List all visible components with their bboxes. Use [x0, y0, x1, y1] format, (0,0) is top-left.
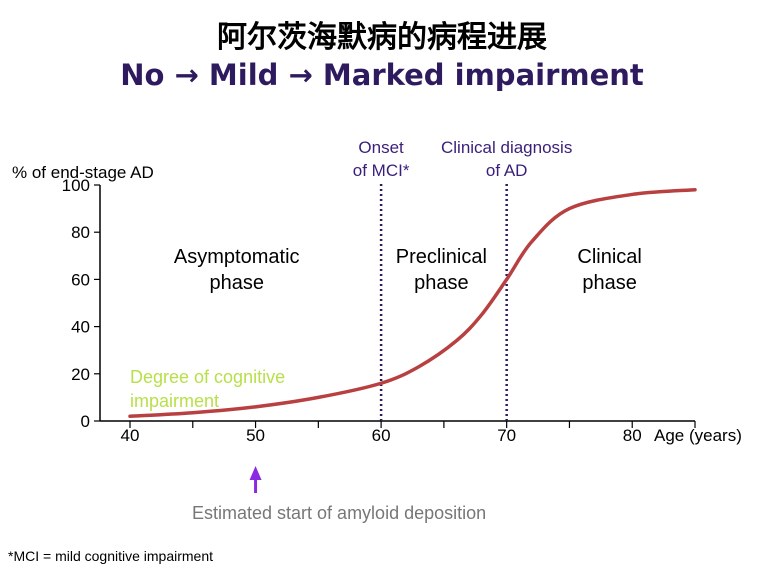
- x-tick-label: 40: [121, 426, 140, 445]
- amyloid-annotation: Estimated start of amyloid deposition: [192, 503, 486, 523]
- phase-label: Asymptomatic: [174, 246, 300, 268]
- chart-title: 阿尔茨海默病的病程进展: [217, 20, 547, 55]
- milestone-label: Clinical diagnosis: [441, 138, 572, 157]
- y-tick-label: 0: [81, 412, 90, 431]
- x-tick-label: 50: [246, 426, 265, 445]
- phase-label: phase: [582, 272, 637, 294]
- y-axis-label: % of end-stage AD: [12, 163, 154, 182]
- y-tick-label: 100: [62, 176, 90, 195]
- x-tick-label: 70: [497, 426, 516, 445]
- milestone-label: Onset: [358, 138, 404, 157]
- x-axis-label: Age (years): [654, 426, 742, 445]
- phase-label: Clinical: [577, 246, 641, 268]
- y-tick-label: 80: [71, 223, 90, 242]
- phase-label: phase: [414, 272, 469, 294]
- y-tick-label: 60: [71, 270, 90, 289]
- phase-label: Preclinical: [396, 246, 487, 268]
- series-label: Degree of cognitive: [130, 367, 285, 387]
- milestone-label: of AD: [486, 161, 528, 180]
- y-tick-label: 40: [71, 318, 90, 337]
- x-tick-label: 80: [623, 426, 642, 445]
- series-label: impairment: [130, 391, 219, 411]
- chart-subtitle: No → Mild → Marked impairment: [120, 58, 644, 92]
- milestone-label: of MCI*: [353, 161, 410, 180]
- amyloid-arrow-icon: [249, 466, 262, 480]
- impairment-curve: [128, 187, 697, 419]
- footnote: *MCI = mild cognitive impairment: [8, 548, 214, 564]
- x-tick-label: 60: [372, 426, 391, 445]
- phase-label: phase: [209, 272, 264, 294]
- y-tick-label: 20: [71, 365, 90, 384]
